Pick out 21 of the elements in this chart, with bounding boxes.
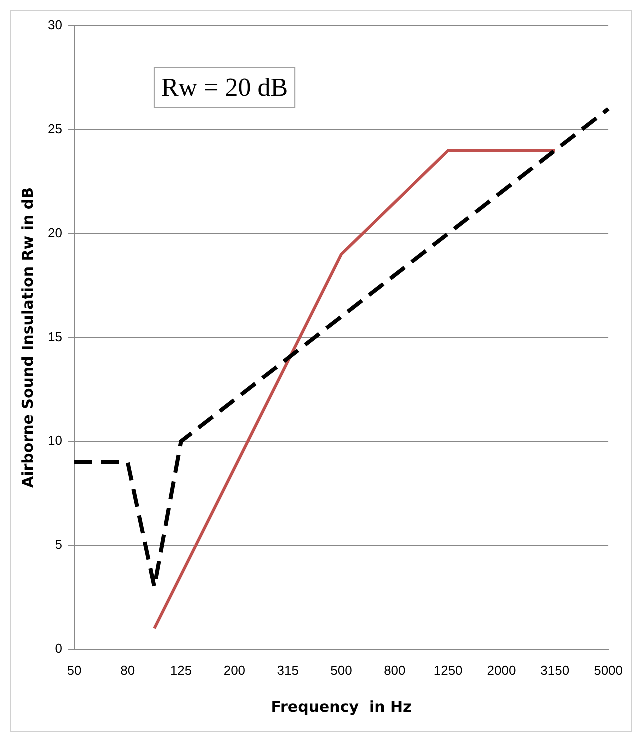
x-tick-label: 50 (67, 662, 82, 678)
x-tick-label: 80 (120, 662, 136, 678)
y-tick-label: 20 (48, 225, 62, 240)
x-tick-label: 800 (384, 662, 406, 678)
x-tick-label: 500 (330, 662, 352, 678)
x-tick-label: 315 (277, 662, 299, 678)
y-axis-title: Airborne Sound Insulation Rw in dB (18, 187, 37, 488)
y-tick-label: 25 (48, 121, 62, 136)
x-tick-label: 2000 (487, 662, 516, 678)
x-tick-label: 1250 (434, 662, 463, 678)
y-tick-label: 15 (48, 329, 62, 344)
x-tick-label: 5000 (594, 662, 623, 678)
y-tick-label: 30 (48, 18, 62, 33)
x-tick-label: 200 (224, 662, 246, 678)
y-tick-label: 5 (55, 537, 62, 552)
y-tick-label: 10 (48, 433, 62, 448)
y-tick-label: 0 (55, 640, 62, 656)
x-axis-title: Frequency in Hz (271, 698, 412, 716)
annotation: Rw = 20 dB (161, 72, 288, 102)
x-tick-label: 125 (170, 662, 192, 678)
x-tick-label: 3150 (540, 662, 570, 678)
